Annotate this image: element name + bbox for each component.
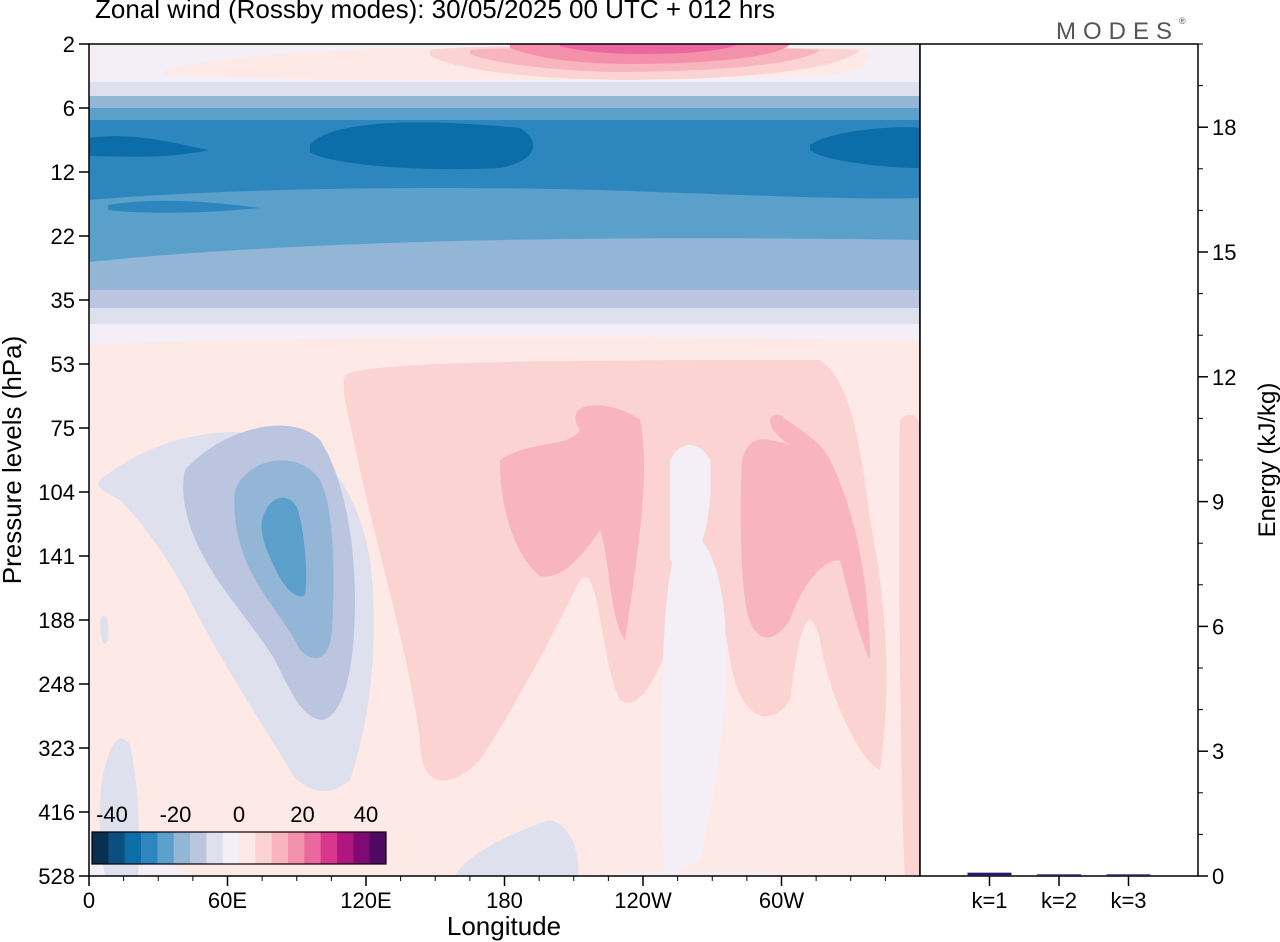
y-tick-label: 104 — [38, 480, 75, 505]
colorbar-swatch — [353, 832, 371, 864]
colorbar-swatch — [92, 832, 109, 864]
energy-tick-label: 9 — [1212, 490, 1224, 515]
energy-tick-label: 6 — [1212, 614, 1224, 639]
energy-tick-label: 15 — [1212, 240, 1236, 265]
y-tick-label: 248 — [38, 672, 75, 697]
y-tick-label: 22 — [51, 224, 75, 249]
colorbar-swatch — [255, 832, 273, 864]
colorbar-swatch — [190, 832, 207, 864]
y-tick-label: 528 — [38, 864, 75, 889]
modes-logo: MODES® — [1056, 16, 1186, 45]
energy-category-label: k=2 — [1041, 888, 1077, 913]
y-tick-label: 75 — [51, 416, 75, 441]
colorbar-label: -20 — [160, 802, 192, 827]
colorbar-label: 0 — [233, 802, 245, 827]
colorbar-swatch — [271, 832, 289, 864]
energy-axis-title: Energy (kJ/kg) — [1254, 383, 1280, 538]
colorbar-swatch — [304, 832, 322, 864]
x-tick-label: 120E — [340, 888, 391, 913]
x-tick-label: 60E — [208, 888, 247, 913]
colorbar-swatch — [222, 832, 240, 864]
colorbar-swatch — [157, 832, 175, 864]
energy-category-label: k=3 — [1110, 888, 1146, 913]
y-axis-title: Pressure levels (hPa) — [0, 336, 27, 585]
colorbar-label: 20 — [290, 802, 314, 827]
y-tick-label: 416 — [38, 800, 75, 825]
energy-panel-frame — [919, 43, 1199, 877]
energy-tick-label: 18 — [1212, 115, 1236, 140]
colorbar-swatch — [320, 832, 338, 864]
y-tick-label: 323 — [38, 736, 75, 761]
colorbar-swatch — [108, 832, 126, 864]
x-tick-label: 120W — [614, 888, 672, 913]
colorbar-swatch — [173, 832, 191, 864]
colorbar-swatch — [369, 832, 387, 864]
colorbar: -40 -20 0 20 40 — [91, 802, 387, 865]
x-tick-label: 0 — [83, 888, 95, 913]
contour-plot — [89, 44, 920, 876]
colorbar-swatch — [141, 832, 158, 864]
energy-bar — [1106, 874, 1151, 876]
energy-axis: 0 3 6 9 12 15 18 — [1198, 43, 1236, 889]
x-axis-title: Longitude — [447, 911, 561, 941]
y-tick-label: 188 — [38, 608, 75, 633]
y-tick-label: 12 — [51, 160, 75, 185]
x-tick-label: 60W — [759, 888, 804, 913]
y-axis: 2 6 12 22 35 53 75 104 141 188 248 323 416 528 — [38, 32, 89, 889]
colorbar-swatch — [337, 832, 354, 864]
colorbar-swatch — [124, 832, 142, 864]
colorbar-label: 40 — [354, 802, 378, 827]
y-tick-label: 2 — [63, 32, 75, 57]
x-axis: 0 60E 120E 180 120W 60W — [83, 876, 886, 913]
energy-tick-label: 0 — [1212, 864, 1224, 889]
y-tick-label: 141 — [38, 544, 75, 569]
colorbar-frame — [91, 831, 387, 865]
colorbar-swatch — [206, 832, 224, 864]
energy-bar — [967, 872, 1012, 876]
y-tick-label: 53 — [51, 352, 75, 377]
energy-tick-label: 3 — [1212, 739, 1224, 764]
colorbar-label: -40 — [96, 802, 128, 827]
energy-bars: k=1 k=2 k=3 — [967, 872, 1151, 913]
energy-bar — [1037, 874, 1081, 876]
colorbar-swatch — [288, 832, 305, 864]
energy-tick-label: 12 — [1212, 365, 1236, 390]
y-tick-label: 35 — [51, 288, 75, 313]
chart-title: Zonal wind (Rossby modes): 30/05/2025 00… — [95, 0, 775, 24]
energy-category-label: k=1 — [971, 888, 1007, 913]
colorbar-swatch — [239, 832, 256, 864]
x-tick-label: 180 — [486, 888, 523, 913]
y-tick-label: 6 — [63, 96, 75, 121]
